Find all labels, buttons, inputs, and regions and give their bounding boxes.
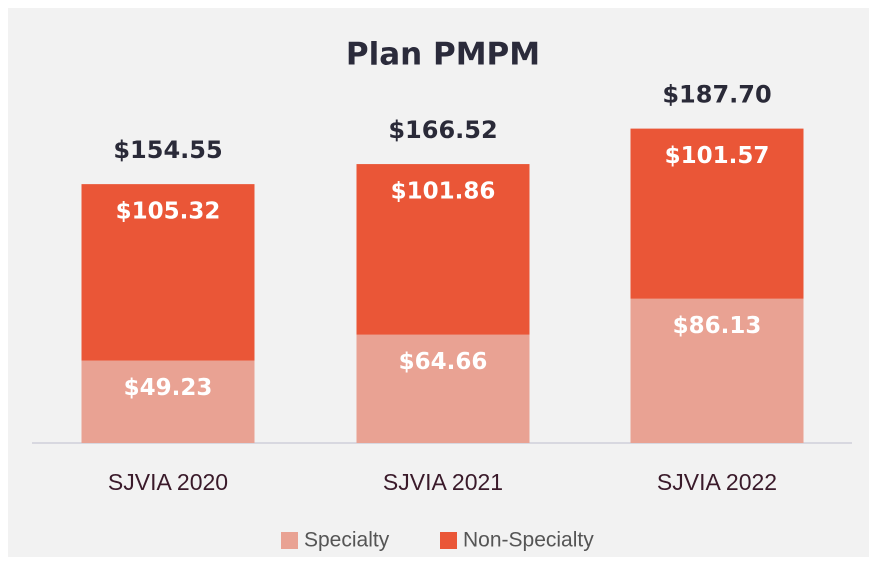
data-label: $86.13 [673, 313, 762, 339]
data-label: $101.57 [665, 143, 770, 169]
legend-label: Non-Specialty [463, 529, 594, 552]
data-label: $105.32 [116, 199, 221, 225]
bar-segment [81, 184, 255, 361]
x-tick-label: SJVIA 2021 [383, 469, 503, 495]
data-label: $49.23 [124, 375, 213, 401]
bar-segment [356, 164, 530, 335]
total-label: $187.70 [662, 81, 771, 109]
bar-segment [81, 360, 255, 443]
x-tick-label: SJVIA 2022 [657, 469, 777, 495]
legend-swatch [440, 532, 457, 549]
total-label: $166.52 [388, 116, 497, 144]
chart-title: Plan PMPM [346, 37, 540, 73]
legend-swatch [281, 532, 298, 549]
x-tick-label: SJVIA 2020 [108, 469, 228, 495]
data-label: $64.66 [399, 349, 488, 375]
total-label: $154.55 [113, 136, 222, 164]
data-label: $101.86 [391, 179, 496, 205]
bar-segment [356, 334, 530, 443]
legend-label: Specialty [304, 529, 390, 552]
bar-segment [630, 298, 804, 443]
bar-segment [630, 128, 804, 299]
